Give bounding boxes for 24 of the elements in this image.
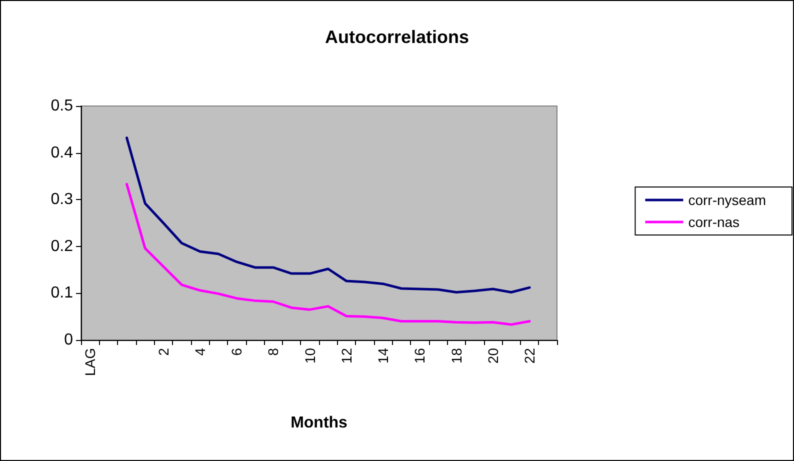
x-tick-label: 18 xyxy=(448,348,464,364)
y-tick-label: 0 xyxy=(64,332,74,348)
x-axis-title: Months xyxy=(290,414,348,432)
chart-title: Autocorrelations xyxy=(324,27,470,47)
y-tick-label: 0.1 xyxy=(50,284,74,302)
line-series xyxy=(126,182,531,326)
legend-label: corr-nas xyxy=(688,214,740,230)
x-tick-label: 12 xyxy=(338,348,354,364)
y-tick-label: 0.2 xyxy=(50,238,74,255)
legend-label: corr-nyseam xyxy=(688,192,766,208)
x-tick-label: 10 xyxy=(302,348,318,364)
x-tick-label: 22 xyxy=(522,348,538,364)
x-tick-label: 2 xyxy=(155,348,172,356)
line-series xyxy=(126,136,531,294)
x-tick-label: LAG xyxy=(82,348,98,376)
x-tick-label: 16 xyxy=(412,348,428,364)
x-tick-label: 4 xyxy=(192,348,208,356)
x-tick-label: 20 xyxy=(484,348,501,364)
x-tick-label: 14 xyxy=(375,348,392,364)
y-tick-label: 0.5 xyxy=(50,98,74,114)
x-tick-label: 8 xyxy=(265,348,282,356)
y-tick-label: 0.3 xyxy=(50,191,74,208)
x-tick-label: 6 xyxy=(228,348,245,356)
y-tick-label: 0.4 xyxy=(50,144,74,162)
